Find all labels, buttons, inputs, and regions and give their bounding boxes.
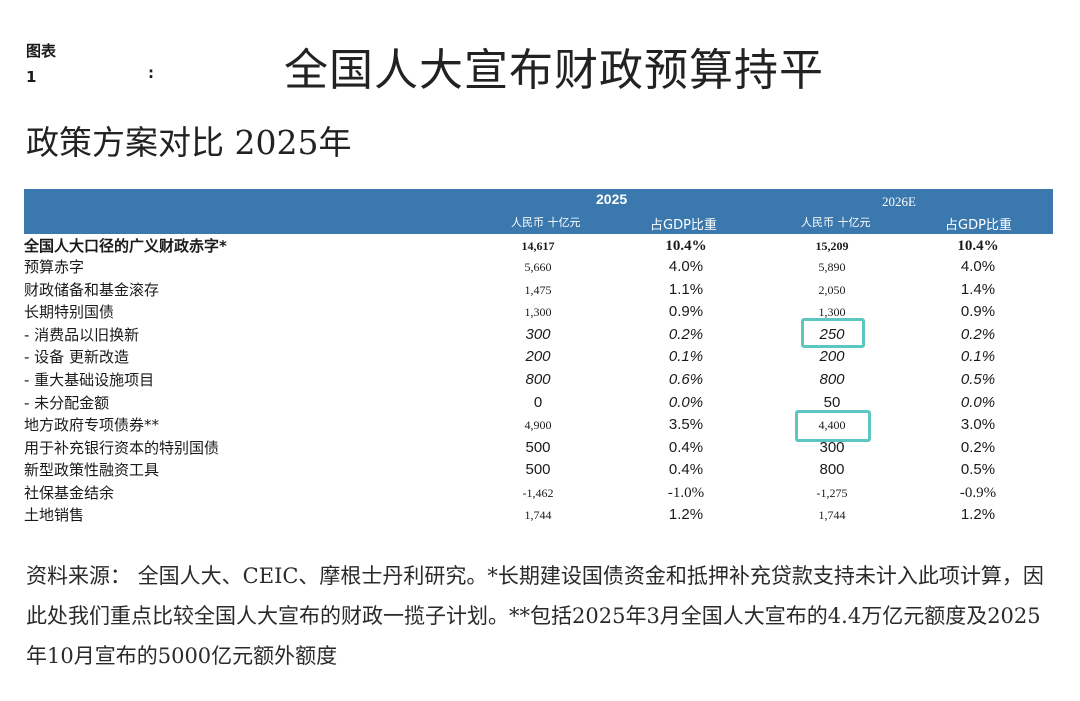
value-2026: 800 (819, 371, 845, 388)
pct-2025: 0.4% (668, 439, 704, 456)
pct-2026: 0.5% (960, 371, 996, 388)
value-2025: 300 (525, 326, 551, 343)
table-row: 地方政府专项债券** 4,900 3.5% 4,400 3.0% (24, 414, 1053, 436)
pct-2025: -1.0% (667, 485, 705, 501)
pct-2026: 0.2% (960, 326, 996, 343)
value-2026: 15,209 (815, 239, 849, 253)
row-label: 地方政府专项债券** (24, 416, 160, 434)
pct-2025: 0.1% (668, 348, 704, 365)
pct-2026: 1.2% (960, 506, 996, 523)
value-2025: 1,744 (524, 508, 552, 522)
pct-2026: 0.2% (960, 439, 996, 456)
figure-label: 图表 1 (26, 38, 56, 90)
row-label: - 设备 更新改造 (24, 348, 129, 366)
value-2026: 1,300 (818, 305, 846, 319)
value-2025: -1,462 (522, 486, 554, 500)
pct-2026: -0.9% (959, 485, 997, 501)
value-2026: 200 (819, 348, 845, 365)
value-2026: 50 (823, 394, 841, 411)
value-2025: 500 (525, 439, 551, 456)
pct-2025: 1.2% (668, 506, 704, 523)
value-2025: 800 (525, 371, 551, 388)
table-row: 社保基金结余 -1,462 -1.0% -1,275 -0.9% (24, 482, 1053, 504)
value-2025: 4,900 (524, 418, 552, 432)
source-footnote: 资料来源： 全国人大、CEIC、摩根士丹利研究。*长期建设国债资金和抵押补充贷款… (26, 564, 1044, 668)
table-row: 长期特别国债 1,300 0.9% 1,300 0.9% (24, 301, 1053, 323)
value-2026: 300 (819, 439, 845, 456)
table-row: - 消费品以旧换新 300 0.2% 250 0.2% (24, 324, 1053, 346)
table-row: 全国人大口径的广义财政赤字* 14,617 10.4% 15,209 10.4% (24, 235, 1053, 257)
highlight-box-special-bonds-2026 (795, 410, 871, 442)
pct-2025: 10.4% (665, 238, 707, 254)
page-title: 全国人大宣布财政预算持平 (284, 45, 824, 96)
highlight-box-consumer-goods-2026 (801, 318, 865, 348)
table-row: 土地销售 1,744 1.2% 1,744 1.2% (24, 504, 1053, 526)
value-2025: 200 (525, 348, 551, 365)
row-label: 预算赤字 (24, 258, 85, 276)
table-row: - 重大基础设施项目 800 0.6% 800 0.5% (24, 369, 1053, 391)
header-unit-rmb-2026: 人民币 十亿元 (801, 216, 871, 229)
row-label: 全国人大口径的广义财政赤字* (24, 237, 227, 255)
pct-2025: 3.5% (668, 416, 704, 433)
table-row: 用于补充银行资本的特别国债 500 0.4% 300 0.2% (24, 437, 1053, 459)
table-header: 2025 2026E 人民币 十亿元 占GDP比重 人民币 十亿元 占GDP比重 (24, 189, 1053, 234)
row-label: 社保基金结余 (24, 484, 115, 502)
row-label: 土地销售 (24, 506, 85, 524)
value-2025: 1,475 (524, 283, 552, 297)
value-2026: 250 (819, 326, 845, 343)
pct-2025: 0.0% (668, 394, 704, 411)
pct-2026: 0.5% (960, 461, 996, 478)
pct-2025: 0.6% (668, 371, 704, 388)
page-subtitle: 政策方案对比 2025年 (26, 123, 352, 162)
value-2026: 1,744 (818, 508, 846, 522)
row-label: - 消费品以旧换新 (24, 326, 140, 344)
pct-2026: 0.0% (960, 394, 996, 411)
header-unit-rmb-2025: 人民币 十亿元 (511, 216, 581, 229)
table-row: 财政储备和基金滚存 1,475 1.1% 2,050 1.4% (24, 279, 1053, 301)
table-row: - 设备 更新改造 200 0.1% 200 0.1% (24, 346, 1053, 368)
header-unit-gdp-2026: 占GDP比重 (945, 218, 1012, 233)
value-2025: 0 (533, 394, 543, 411)
header-year-2025: 2025 (596, 191, 628, 207)
value-2026: 5,890 (818, 260, 846, 274)
pct-2026: 3.0% (960, 416, 996, 433)
figure-colon: : (148, 64, 154, 82)
row-label: - 未分配金额 (24, 394, 110, 412)
value-2026: -1,275 (816, 486, 848, 500)
pct-2026: 4.0% (960, 258, 996, 275)
value-2026: 4,400 (818, 418, 846, 432)
header-unit-gdp-2025: 占GDP比重 (650, 218, 717, 233)
pct-2026: 10.4% (957, 238, 999, 254)
figure-number: 1 (26, 68, 37, 86)
table-row: - 未分配金额 0 0.0% 50 0.0% (24, 392, 1053, 414)
pct-2025: 1.1% (668, 281, 704, 298)
pct-2025: 0.4% (668, 461, 704, 478)
figure-label-text: 图表 (26, 42, 57, 60)
row-label: 用于补充银行资本的特别国债 (24, 439, 220, 457)
value-2026: 800 (819, 461, 845, 478)
pct-2025: 4.0% (668, 258, 704, 275)
pct-2026: 1.4% (960, 281, 996, 298)
value-2026: 2,050 (818, 283, 846, 297)
row-label: - 重大基础设施项目 (24, 371, 155, 389)
value-2025: 14,617 (521, 239, 555, 253)
value-2025: 5,660 (524, 260, 552, 274)
pct-2026: 0.9% (960, 303, 996, 320)
header-year-2026e: 2026E (882, 194, 916, 209)
table-row: 新型政策性融资工具 500 0.4% 800 0.5% (24, 459, 1053, 481)
table-row: 预算赤字 5,660 4.0% 5,890 4.0% (24, 256, 1053, 278)
value-2025: 1,300 (524, 305, 552, 319)
pct-2025: 0.2% (668, 326, 704, 343)
pct-2026: 0.1% (960, 348, 996, 365)
row-label: 财政储备和基金滚存 (24, 281, 160, 299)
pct-2025: 0.9% (668, 303, 704, 320)
row-label: 长期特别国债 (24, 303, 115, 321)
row-label: 新型政策性融资工具 (24, 461, 160, 479)
value-2025: 500 (525, 461, 551, 478)
